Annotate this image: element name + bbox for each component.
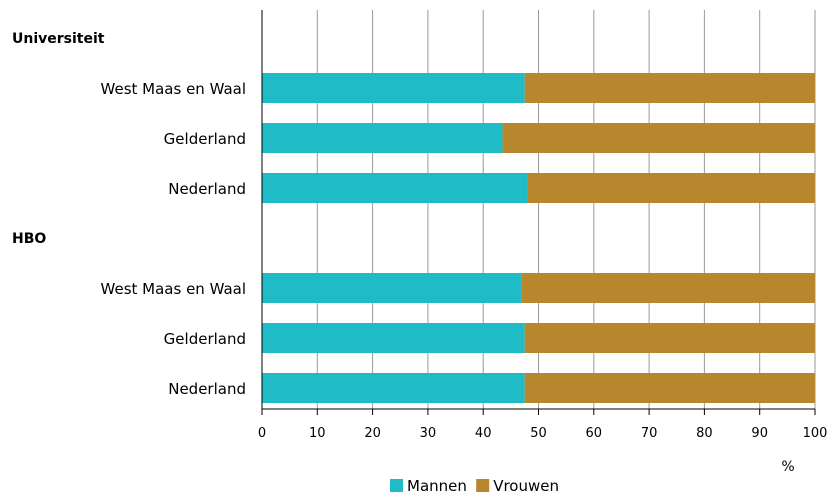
- x-axis: % 0 10 20 30 40 50 60 70 80 90 100: [258, 10, 828, 475]
- group-label: HBO: [12, 231, 46, 247]
- x-tick-label: 80: [696, 426, 713, 441]
- bar-vrouwen: [524, 73, 815, 103]
- x-tick-label: 100: [803, 426, 828, 441]
- category-label: Nederland: [168, 180, 246, 198]
- x-tick-label: 50: [530, 426, 547, 441]
- legend-swatch: [476, 479, 490, 492]
- bar-mannen: [262, 373, 525, 403]
- category-label: Nederland: [168, 380, 246, 398]
- bar-mannen: [262, 73, 525, 103]
- x-axis-unit: %: [781, 459, 794, 475]
- legend-label: Mannen: [407, 477, 467, 495]
- bar-mannen: [262, 323, 525, 353]
- legend-label: Vrouwen: [493, 477, 559, 495]
- bar-mannen: [262, 173, 528, 203]
- group-label: Universiteit: [12, 31, 105, 47]
- x-tick-label: 60: [586, 426, 603, 441]
- category-label: Gelderland: [164, 130, 246, 148]
- category-labels: Universiteit West Maas en Waal Gelderland N…: [12, 31, 246, 398]
- bar-vrouwen: [527, 173, 815, 203]
- x-tick-label: 10: [309, 426, 326, 441]
- bar-mannen: [262, 123, 503, 153]
- x-tick-label: 70: [641, 426, 658, 441]
- category-label: Gelderland: [164, 330, 246, 348]
- bar-vrouwen: [521, 273, 815, 303]
- bar-mannen: [262, 273, 522, 303]
- bar-vrouwen: [524, 323, 815, 353]
- legend: Mannen Vrouwen: [390, 477, 559, 495]
- bar-vrouwen: [502, 123, 815, 153]
- bar-vrouwen: [524, 373, 815, 403]
- x-tick-label: 90: [751, 426, 768, 441]
- x-tick-label: 40: [475, 426, 492, 441]
- bars: [262, 73, 815, 403]
- x-tick-label: 30: [420, 426, 437, 441]
- x-tick-label: 20: [364, 426, 381, 441]
- category-label: West Maas en Waal: [101, 280, 246, 298]
- legend-swatch: [390, 479, 403, 492]
- x-tick-label: 0: [258, 426, 266, 441]
- category-label: West Maas en Waal: [101, 80, 246, 98]
